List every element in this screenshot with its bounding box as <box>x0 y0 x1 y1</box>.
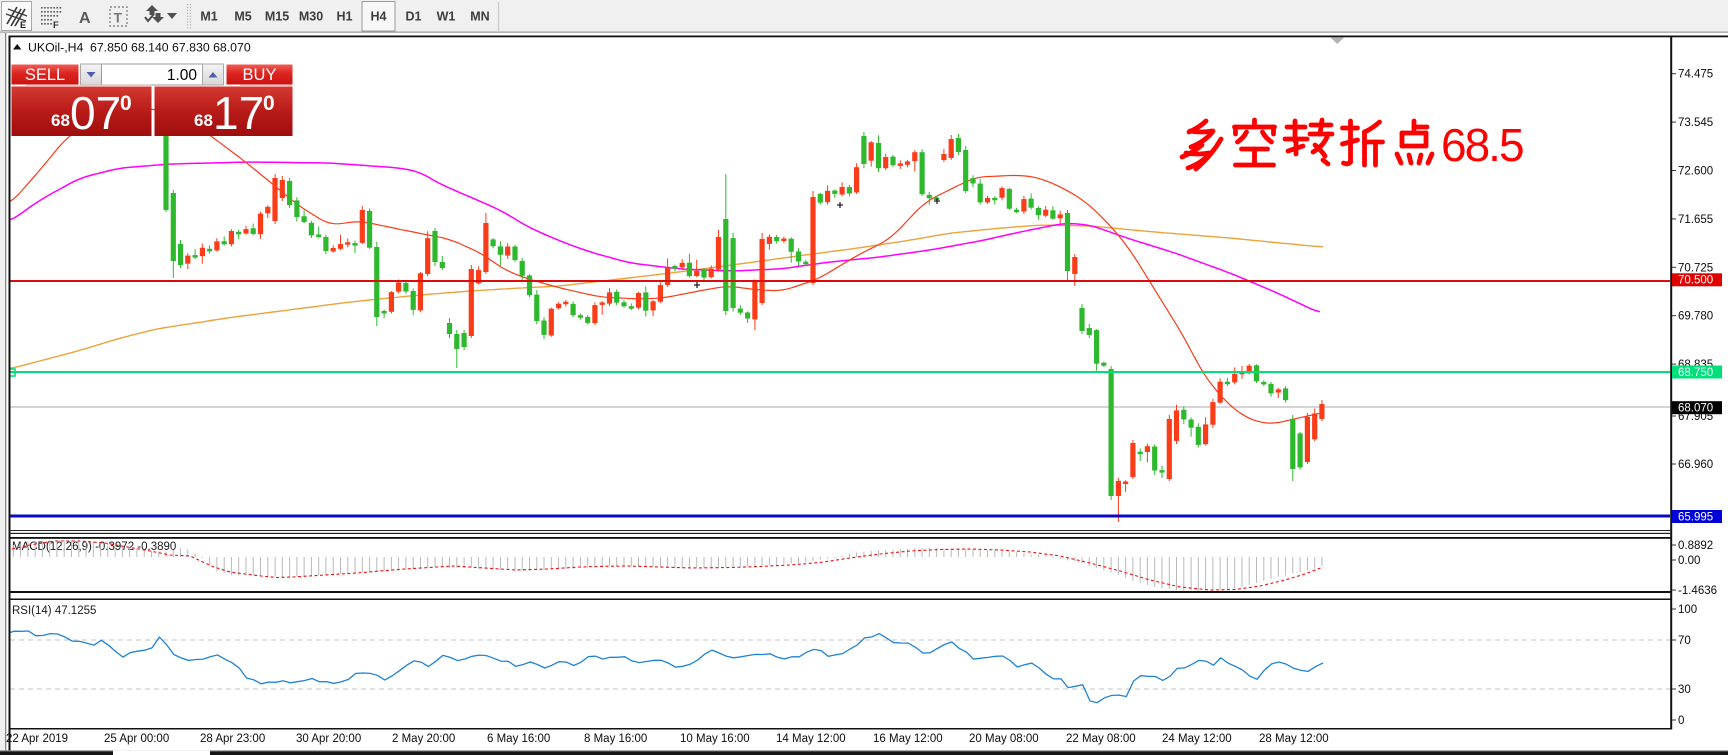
svg-text:66.960: 66.960 <box>1678 459 1713 471</box>
svg-text:28 Apr 23:00: 28 Apr 23:00 <box>200 733 265 745</box>
svg-text:E: E <box>20 20 26 30</box>
svg-text:0: 0 <box>263 92 275 115</box>
svg-text:2 May 20:00: 2 May 20:00 <box>392 733 455 745</box>
svg-text:24 May 12:00: 24 May 12:00 <box>1162 733 1232 745</box>
svg-text:8 May 16:00: 8 May 16:00 <box>584 733 647 745</box>
svg-text:0: 0 <box>120 92 132 115</box>
svg-text:68.5: 68.5 <box>1441 119 1523 171</box>
svg-text:MN: MN <box>470 10 489 24</box>
svg-text:72.600: 72.600 <box>1678 166 1713 178</box>
svg-text:M1: M1 <box>200 10 217 24</box>
svg-text:-1.4636: -1.4636 <box>1678 585 1717 597</box>
svg-text:H1: H1 <box>337 10 353 24</box>
svg-text:M30: M30 <box>299 10 323 24</box>
svg-text:22 May 08:00: 22 May 08:00 <box>1066 733 1136 745</box>
svg-text:69.780: 69.780 <box>1678 311 1713 323</box>
svg-text:20 May 08:00: 20 May 08:00 <box>969 733 1039 745</box>
svg-text:M5: M5 <box>234 10 251 24</box>
svg-text:0.8892: 0.8892 <box>1678 540 1713 552</box>
svg-text:MACD(12,26,9) -0.3972 -0.3890: MACD(12,26,9) -0.3972 -0.3890 <box>12 541 176 553</box>
svg-text:25 Apr 00:00: 25 Apr 00:00 <box>104 733 169 745</box>
svg-text:07: 07 <box>70 87 121 139</box>
svg-text:16 May 12:00: 16 May 12:00 <box>873 733 943 745</box>
svg-text:17: 17 <box>213 87 264 139</box>
svg-text:28 May 12:00: 28 May 12:00 <box>1259 733 1329 745</box>
svg-text:73.545: 73.545 <box>1678 117 1713 129</box>
svg-text:70: 70 <box>1678 635 1691 647</box>
svg-text:22 Apr 2019: 22 Apr 2019 <box>6 733 68 745</box>
svg-text:SELL: SELL <box>25 66 65 84</box>
svg-text:BUY: BUY <box>243 66 277 84</box>
svg-text:T: T <box>114 10 123 26</box>
svg-text:70.500: 70.500 <box>1678 275 1713 287</box>
svg-text:UKOil-,H4: UKOil-,H4 <box>28 41 84 55</box>
svg-text:30: 30 <box>1678 684 1691 696</box>
svg-text:70.725: 70.725 <box>1678 262 1713 274</box>
svg-text:100: 100 <box>1678 604 1697 616</box>
svg-text:68: 68 <box>194 111 213 130</box>
svg-text:68.750: 68.750 <box>1678 367 1713 379</box>
svg-text:1.00: 1.00 <box>167 67 198 84</box>
svg-text:6 May 16:00: 6 May 16:00 <box>487 733 550 745</box>
svg-text:68.070: 68.070 <box>1678 403 1713 415</box>
svg-text:67.850 68.140 67.830 68.070: 67.850 68.140 67.830 68.070 <box>90 41 251 55</box>
svg-text:RSI(14) 47.1255: RSI(14) 47.1255 <box>12 605 96 617</box>
svg-text:10 May 16:00: 10 May 16:00 <box>680 733 750 745</box>
svg-text:0: 0 <box>1678 715 1684 727</box>
svg-text:F: F <box>53 20 59 31</box>
svg-text:0.00: 0.00 <box>1678 555 1700 567</box>
svg-text:30 Apr 20:00: 30 Apr 20:00 <box>296 733 361 745</box>
svg-text:A: A <box>79 10 91 27</box>
svg-text:74.475: 74.475 <box>1678 69 1713 81</box>
svg-text:14 May 12:00: 14 May 12:00 <box>776 733 846 745</box>
svg-text:M15: M15 <box>265 10 289 24</box>
svg-text:68: 68 <box>51 111 70 130</box>
svg-text:65.995: 65.995 <box>1678 511 1713 523</box>
svg-text:H4: H4 <box>371 10 387 24</box>
svg-text:W1: W1 <box>437 10 456 24</box>
svg-text:D1: D1 <box>406 10 422 24</box>
svg-text:71.655: 71.655 <box>1678 214 1713 226</box>
